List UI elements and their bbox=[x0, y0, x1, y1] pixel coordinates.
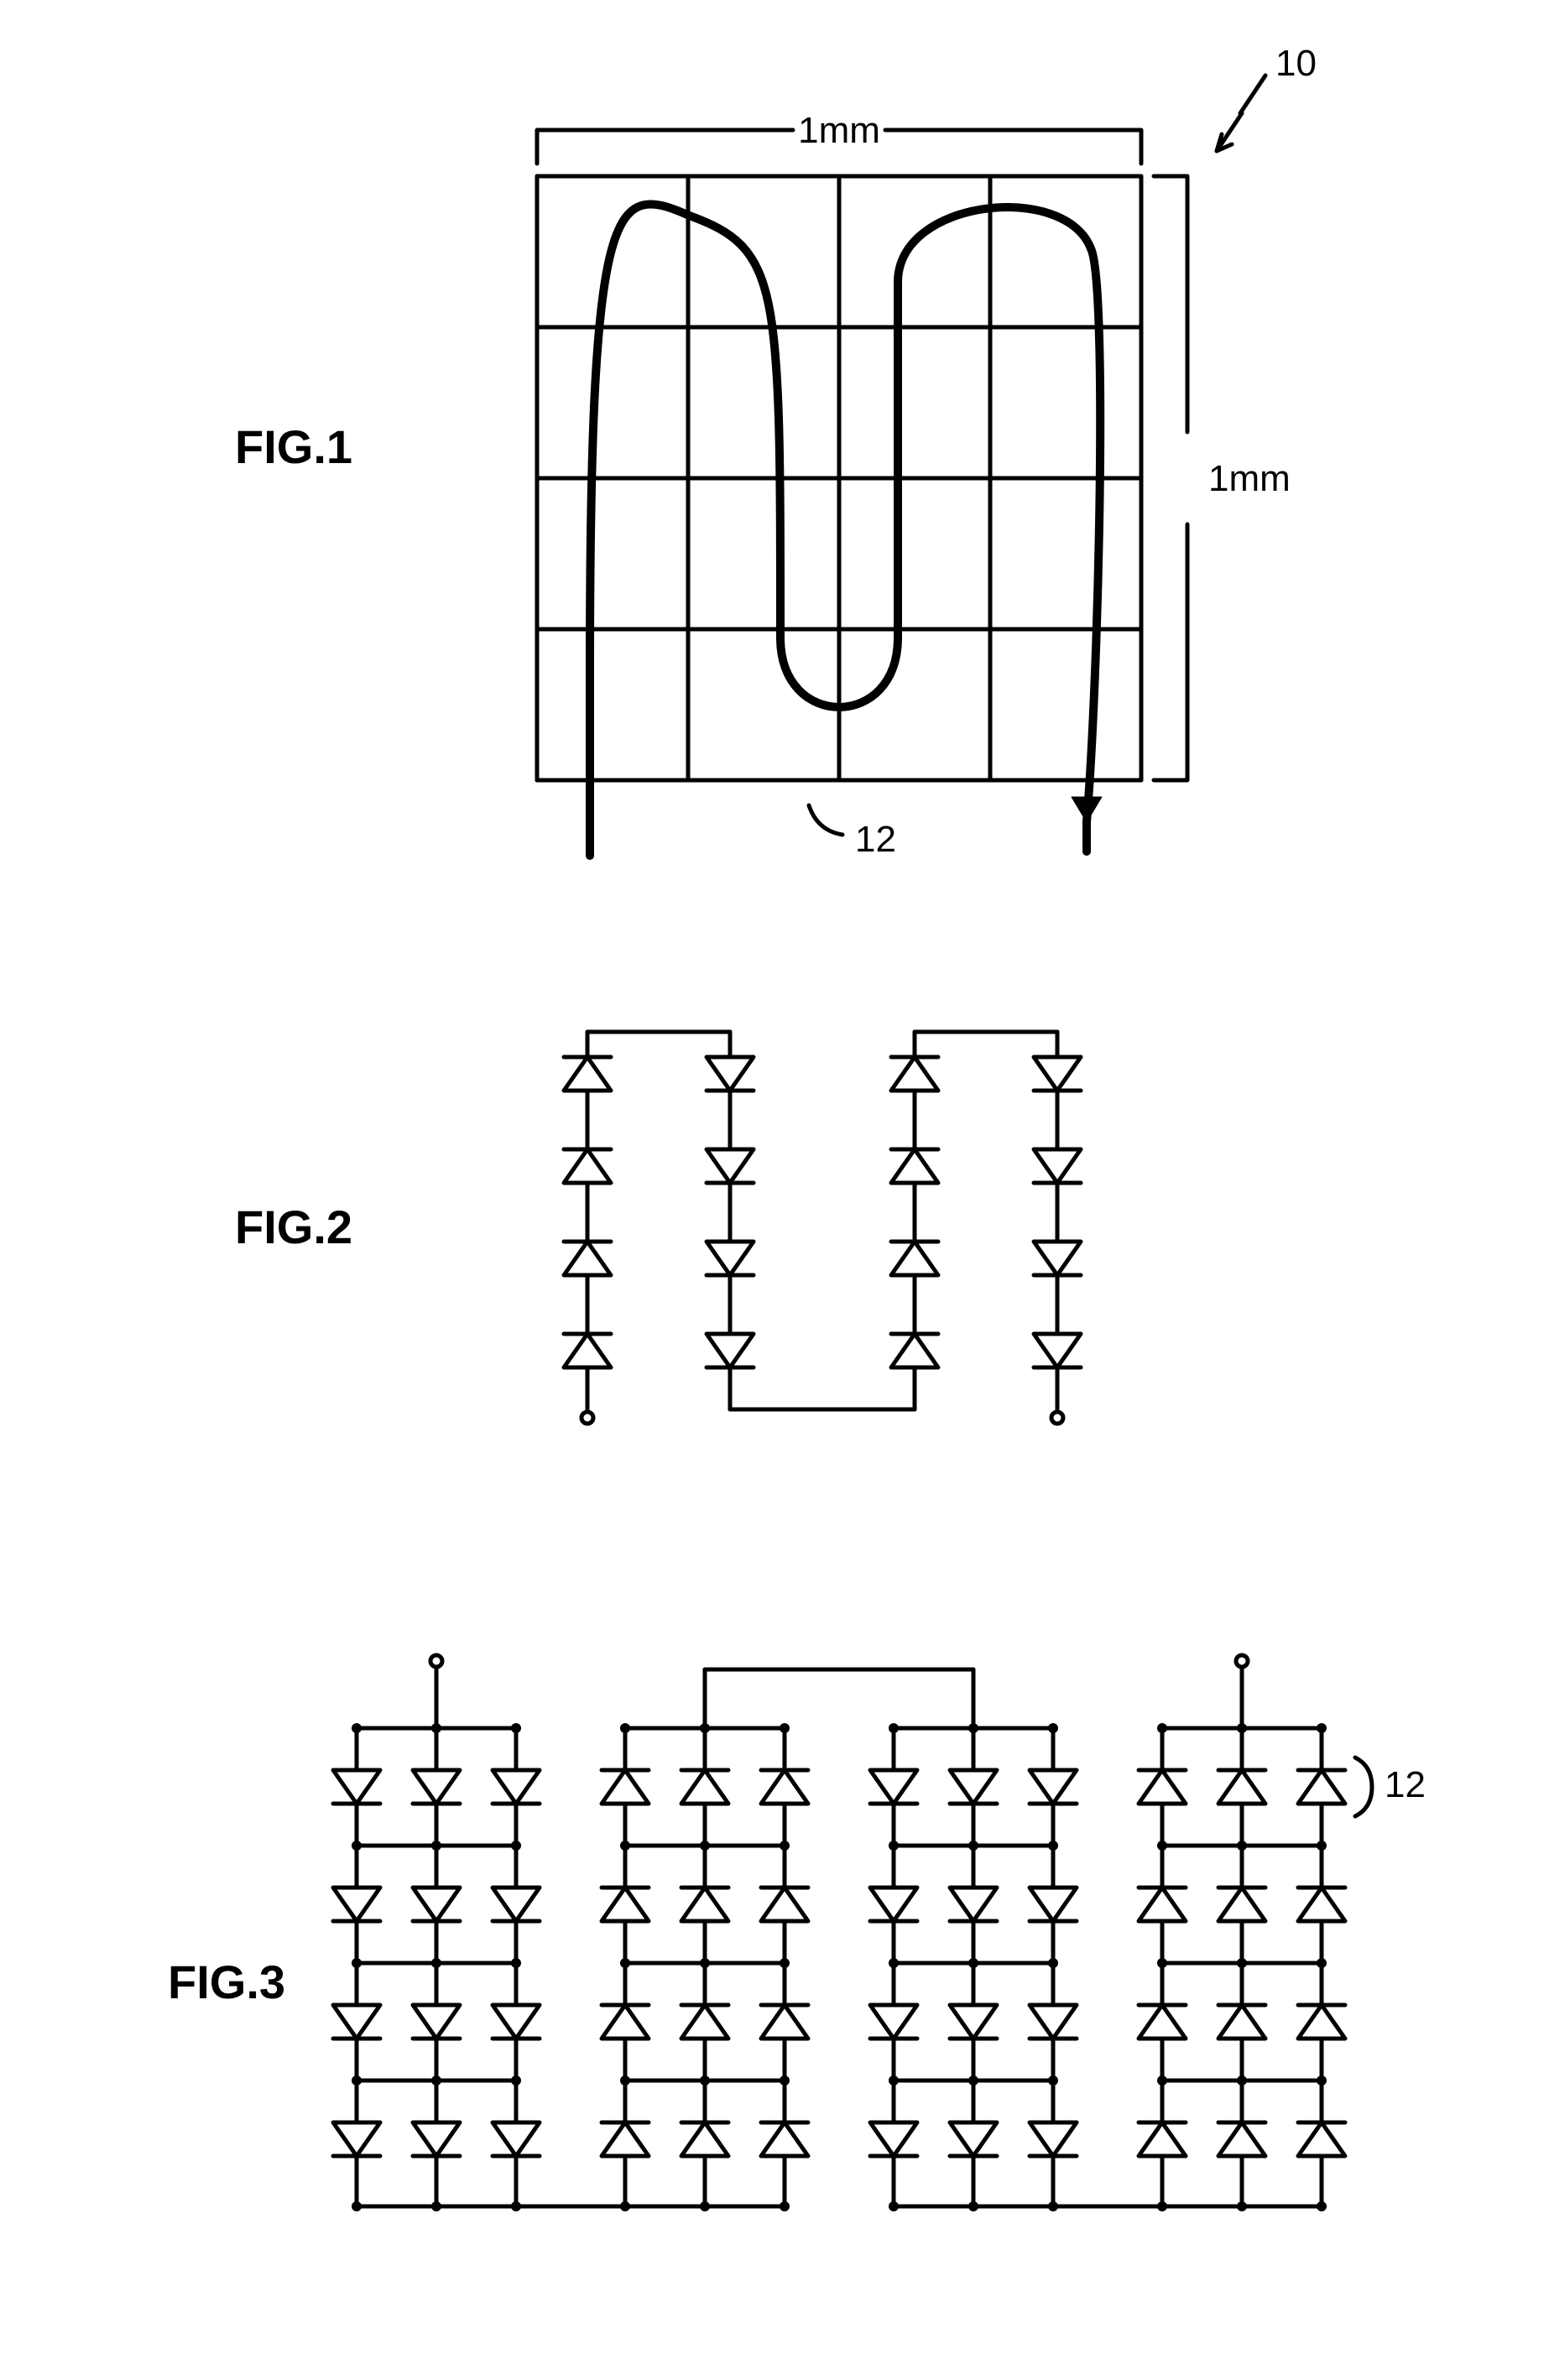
svg-text:12: 12 bbox=[1385, 1764, 1426, 1805]
svg-text:1mm: 1mm bbox=[1208, 458, 1291, 499]
serpentine-path bbox=[590, 204, 1100, 856]
svg-text:1mm: 1mm bbox=[798, 110, 880, 151]
figure-3: 12 bbox=[333, 1655, 1426, 2211]
svg-text:10: 10 bbox=[1275, 43, 1317, 84]
figure-1: 1mm 1mm 10 12 bbox=[537, 43, 1317, 860]
svg-text:12: 12 bbox=[855, 819, 896, 860]
diagram-canvas: 1mm 1mm 10 12 12 bbox=[0, 0, 1549, 2380]
figure-2 bbox=[564, 1032, 1081, 1424]
